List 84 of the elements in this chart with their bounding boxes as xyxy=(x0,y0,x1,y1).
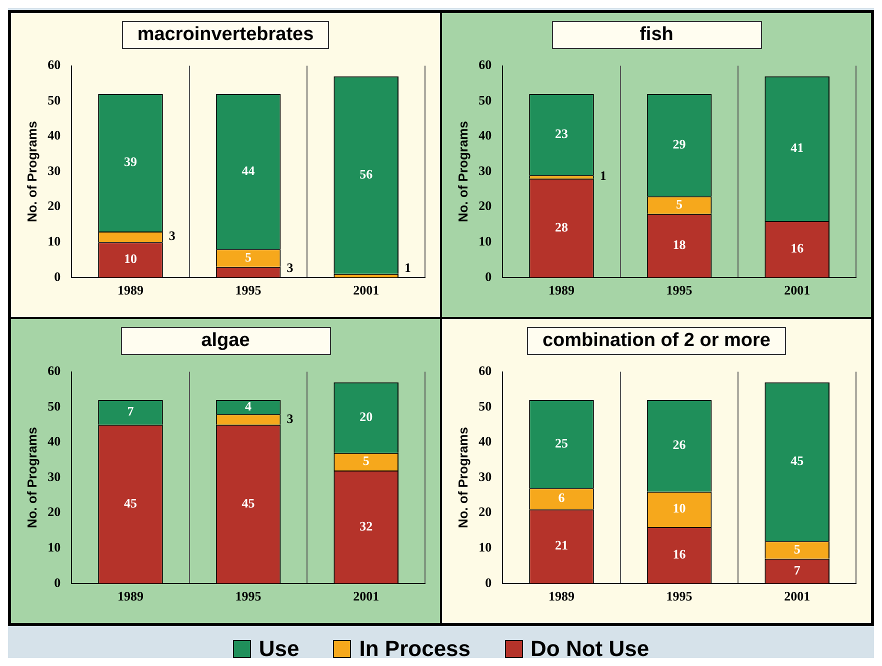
data-label: 23 xyxy=(554,126,568,141)
chart-title: algae xyxy=(120,327,330,355)
data-label: 39 xyxy=(124,154,137,170)
y-tick-label: 50 xyxy=(47,92,60,108)
y-tick-label: 50 xyxy=(478,398,492,414)
chart-title: macroinvertebrates xyxy=(122,21,329,49)
y-axis-title: No. of Programs xyxy=(454,121,470,222)
y-tick-label: 10 xyxy=(47,233,60,248)
y-tick-label: 40 xyxy=(478,434,492,449)
x-tick-label: 1995 xyxy=(666,282,692,298)
y-tick-label: 10 xyxy=(478,233,492,248)
y-tick-label: 60 xyxy=(478,57,492,72)
y-tick-label: 60 xyxy=(47,57,60,72)
y-tick-label: 40 xyxy=(47,434,60,449)
legend-label: In Process xyxy=(359,636,471,662)
chart-title: combination of 2 or more xyxy=(527,327,786,355)
legend-label: Do Not Use xyxy=(530,636,650,662)
y-axis-title: No. of Programs xyxy=(24,121,39,222)
y-tick-label: 30 xyxy=(478,162,492,178)
x-tick-label: 2001 xyxy=(784,282,810,298)
y-tick-label: 0 xyxy=(484,268,492,284)
y-tick-label: 10 xyxy=(478,539,492,554)
y-tick-label: 50 xyxy=(478,92,492,108)
data-label: 7 xyxy=(126,404,134,419)
data-label: 5 xyxy=(244,249,252,264)
x-tick-label: 2001 xyxy=(352,282,379,298)
x-tick-label: 1995 xyxy=(234,282,262,298)
y-tick-label: 30 xyxy=(478,468,492,484)
x-tick-label: 1989 xyxy=(117,282,144,298)
data-label: 44 xyxy=(241,162,255,178)
x-tick-label: 1989 xyxy=(117,588,144,604)
data-label: 5 xyxy=(793,541,800,556)
y-tick-label: 10 xyxy=(47,539,60,554)
y-tick-label: 50 xyxy=(47,398,60,414)
y-tick-label: 0 xyxy=(484,574,492,590)
data-label: 26 xyxy=(672,437,686,452)
x-tick-label: 1995 xyxy=(666,588,692,604)
y-tick-label: 20 xyxy=(478,198,492,214)
data-label: 25 xyxy=(554,435,568,450)
y-tick-label: 20 xyxy=(47,504,60,520)
x-tick-label: 2001 xyxy=(352,588,379,604)
legend-label: Use xyxy=(258,636,300,662)
data-label: 45 xyxy=(241,495,255,510)
data-label: 3 xyxy=(168,228,176,244)
x-tick-label: 1995 xyxy=(234,588,262,604)
data-label: 3 xyxy=(286,410,294,426)
y-tick-label: 60 xyxy=(478,363,492,378)
y-tick-label: 40 xyxy=(47,128,60,143)
data-label: 6 xyxy=(558,490,565,506)
data-label: 10 xyxy=(672,500,686,516)
y-tick-label: 30 xyxy=(47,162,60,178)
data-label: 41 xyxy=(790,140,804,156)
x-tick-label: 1989 xyxy=(548,588,574,604)
y-tick-label: 0 xyxy=(54,574,60,590)
data-label: 20 xyxy=(359,409,372,424)
data-label: 5 xyxy=(362,453,370,468)
data-label: 45 xyxy=(124,495,137,510)
data-label: 18 xyxy=(672,237,686,252)
x-tick-label: 2001 xyxy=(784,588,810,604)
x-tick-label: 1989 xyxy=(548,282,574,298)
chart-title: fish xyxy=(552,21,762,49)
y-tick-label: 60 xyxy=(47,363,60,378)
data-label: 29 xyxy=(672,136,686,152)
data-label: 32 xyxy=(359,518,372,534)
y-axis-title: No. of Programs xyxy=(454,427,470,528)
data-label: 56 xyxy=(359,166,373,182)
y-tick-label: 0 xyxy=(54,268,60,284)
data-label: 16 xyxy=(790,240,804,256)
y-tick-label: 20 xyxy=(478,504,492,520)
data-label: 1 xyxy=(404,260,410,275)
y-tick-label: 30 xyxy=(47,468,60,484)
data-label: 10 xyxy=(124,251,136,266)
data-label: 28 xyxy=(554,219,568,234)
data-label: 4 xyxy=(244,398,252,414)
data-label: 7 xyxy=(793,562,800,578)
y-tick-label: 40 xyxy=(478,128,492,143)
data-label: 1 xyxy=(599,168,606,184)
data-label: 21 xyxy=(554,538,568,553)
y-axis-title: No. of Programs xyxy=(24,427,39,528)
data-label: 45 xyxy=(790,453,804,468)
data-label: 5 xyxy=(676,196,683,212)
y-tick-label: 20 xyxy=(47,198,60,214)
data-label: 3 xyxy=(286,260,294,275)
data-label: 16 xyxy=(672,546,686,562)
